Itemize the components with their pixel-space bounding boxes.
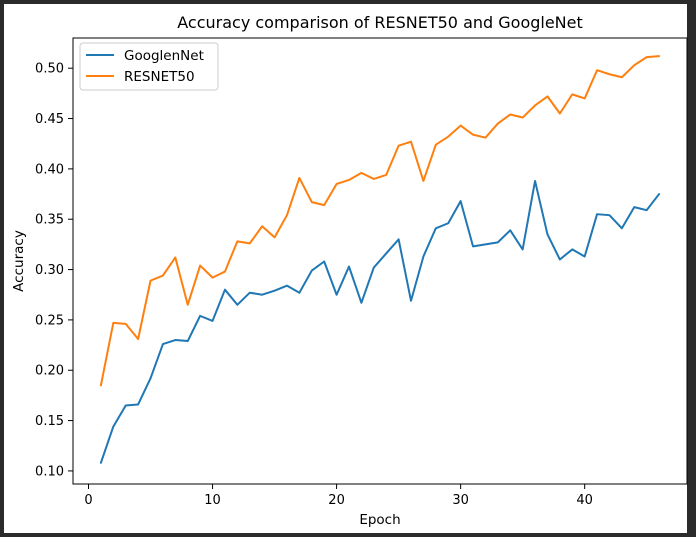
legend-label-googlennet: GooglenNet [124,48,204,64]
y-tick-label: 0.45 [35,112,64,127]
y-tick-label: 0.25 [35,313,64,328]
chart-panel [4,4,687,533]
y-axis-label: Accuracy [11,230,27,292]
legend-box [79,42,219,91]
y-tick-label: 0.20 [35,364,64,379]
x-tick-label: 40 [576,493,593,508]
x-axis-label: Epoch [359,512,400,528]
x-axis: 0 10 20 30 40 [84,484,593,508]
legend: GooglenNet RESNET50 [79,42,219,91]
x-tick-label: 10 [204,493,221,508]
y-tick-label: 0.30 [35,263,64,278]
series-line-googlennet [99,179,661,464]
legend-label-resnet50: RESNET50 [124,69,195,85]
series-layer [99,55,661,464]
series-line-resnet50 [99,55,661,387]
x-tick-label: 0 [84,493,92,508]
plot-frame [72,37,688,485]
x-tick-label: 20 [328,493,345,508]
y-tick-label: 0.40 [35,162,64,177]
chart-title: Accuracy comparison of RESNET50 and Goog… [177,13,583,32]
y-tick-label: 0.10 [35,464,64,479]
x-tick-label: 30 [452,493,469,508]
y-tick-label: 0.35 [35,213,64,228]
y-tick-label: 0.50 [35,62,64,77]
y-tick-label: 0.15 [35,414,64,429]
y-axis: 0.10 0.15 0.20 0.25 0.30 0.35 0.40 0.45 0.50 [35,62,73,479]
